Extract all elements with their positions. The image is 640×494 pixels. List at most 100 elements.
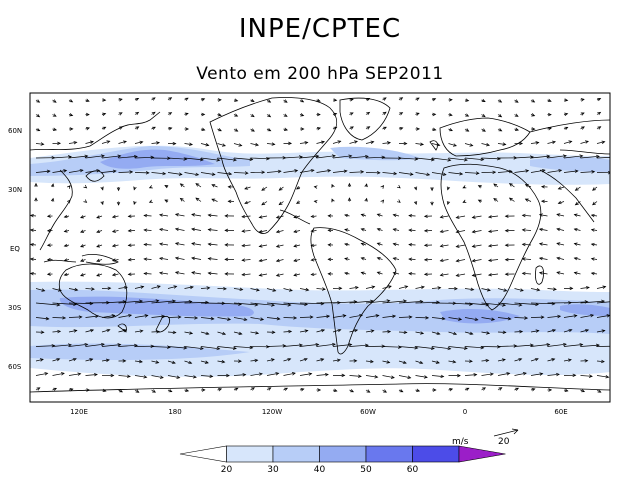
wind-vector-head xyxy=(465,387,470,391)
wind-vector-head xyxy=(79,168,84,173)
wind-vector xyxy=(382,331,391,333)
lat-label-eq: EQ xyxy=(10,245,20,253)
wind-vector-head xyxy=(129,170,134,174)
wind-vector-head xyxy=(189,285,194,290)
wind-vector xyxy=(85,329,94,333)
wind-vector xyxy=(208,272,218,275)
wind-vector xyxy=(259,259,268,262)
wind-vector-head xyxy=(552,140,556,144)
wind-vector xyxy=(365,141,374,144)
wind-vector-head xyxy=(249,157,254,162)
wind-vector-head xyxy=(57,329,62,334)
wind-vector-head xyxy=(504,272,509,276)
wind-vector xyxy=(580,329,589,333)
wind-vector xyxy=(101,359,110,362)
wind-vector-head xyxy=(151,97,156,101)
wind-vector-head xyxy=(344,213,349,218)
wind-vector xyxy=(293,259,301,262)
wind-vector-head xyxy=(396,184,401,189)
wind-vector-head xyxy=(555,372,560,377)
wind-vector-head xyxy=(452,143,457,147)
wind-vector xyxy=(481,359,489,362)
wind-vector-head xyxy=(217,98,222,102)
wind-vector xyxy=(112,244,119,247)
wind-vector-head xyxy=(446,201,451,205)
wind-vector xyxy=(472,244,482,247)
wind-vector-head xyxy=(50,183,55,188)
wind-vector xyxy=(415,331,424,334)
wind-vector xyxy=(134,330,143,333)
wind-vector-head xyxy=(607,170,610,175)
wind-vector-head xyxy=(100,342,105,347)
wind-vector-head xyxy=(52,99,57,103)
wind-vector-head xyxy=(85,112,90,117)
wind-vector xyxy=(456,230,466,233)
wind-vector xyxy=(175,257,185,260)
wind-vector-head xyxy=(227,185,232,189)
wind-vector xyxy=(35,143,44,145)
wind-vector xyxy=(472,259,482,262)
wind-vector-head xyxy=(135,111,140,116)
wind-vector-head xyxy=(331,154,336,158)
wind-vector-head xyxy=(275,372,280,376)
wind-vector xyxy=(52,317,66,319)
wind-vector-head xyxy=(579,154,584,158)
wind-vector xyxy=(488,230,499,232)
wind-vector-head xyxy=(283,99,288,103)
wind-vector xyxy=(311,230,317,232)
wind-vector-head xyxy=(409,172,414,176)
wind-vector-head xyxy=(521,271,526,276)
wind-vector-head xyxy=(144,314,149,318)
wind-vector xyxy=(481,288,491,291)
wind-vector-head xyxy=(310,272,315,277)
wind-vector-head xyxy=(143,257,148,261)
wind-vector-head xyxy=(419,299,424,304)
wind-vector-head xyxy=(143,375,148,379)
wind-vector-head xyxy=(392,271,397,275)
wind-vector-head xyxy=(293,258,298,262)
wind-vector-head xyxy=(485,358,490,363)
wind-vector-head xyxy=(414,346,419,350)
wind-vector-head xyxy=(455,230,460,234)
wind-vector xyxy=(144,215,152,217)
wind-vector-head xyxy=(261,187,266,191)
wind-vector xyxy=(481,373,494,376)
wind-vector-head xyxy=(569,286,574,291)
wind-vector xyxy=(134,286,144,289)
wind-vector-head xyxy=(308,372,313,376)
wind-vector-head xyxy=(316,98,321,102)
wind-vector-head xyxy=(525,169,530,173)
wind-vector-head xyxy=(430,346,435,351)
wind-vector xyxy=(200,346,220,350)
wind-vector xyxy=(332,301,357,304)
wind-vector-head xyxy=(396,199,401,203)
wind-vector-head xyxy=(459,172,464,176)
wind-vector-head xyxy=(435,360,440,364)
wind-vector xyxy=(276,273,284,277)
wind-vector-head xyxy=(271,142,276,146)
wind-vector-head xyxy=(310,243,315,248)
wind-vector-head xyxy=(535,329,540,333)
wind-vector-head xyxy=(287,303,292,307)
wind-vector-head xyxy=(56,303,61,307)
wind-vector-head xyxy=(349,112,354,116)
wind-vector-head xyxy=(504,214,509,218)
wind-vector-head xyxy=(498,99,503,103)
wind-vector xyxy=(299,373,312,376)
wind-vector-head xyxy=(135,126,140,130)
wind-vector-head xyxy=(77,372,82,376)
wind-vector-head xyxy=(122,140,127,144)
wind-vector-head xyxy=(207,271,212,275)
wind-vector xyxy=(259,215,268,218)
wind-vector xyxy=(208,214,218,217)
wind-vector-head xyxy=(360,170,365,174)
wind-vector-head xyxy=(158,271,163,275)
wind-vector xyxy=(242,273,251,276)
wind-vector-head xyxy=(556,271,561,275)
wind-vector-head xyxy=(293,215,298,219)
wind-vector-head xyxy=(36,387,41,391)
wind-vector xyxy=(349,300,374,304)
wind-vector xyxy=(563,359,572,362)
wind-vector-head xyxy=(487,215,492,219)
wind-vector-head xyxy=(320,358,325,362)
